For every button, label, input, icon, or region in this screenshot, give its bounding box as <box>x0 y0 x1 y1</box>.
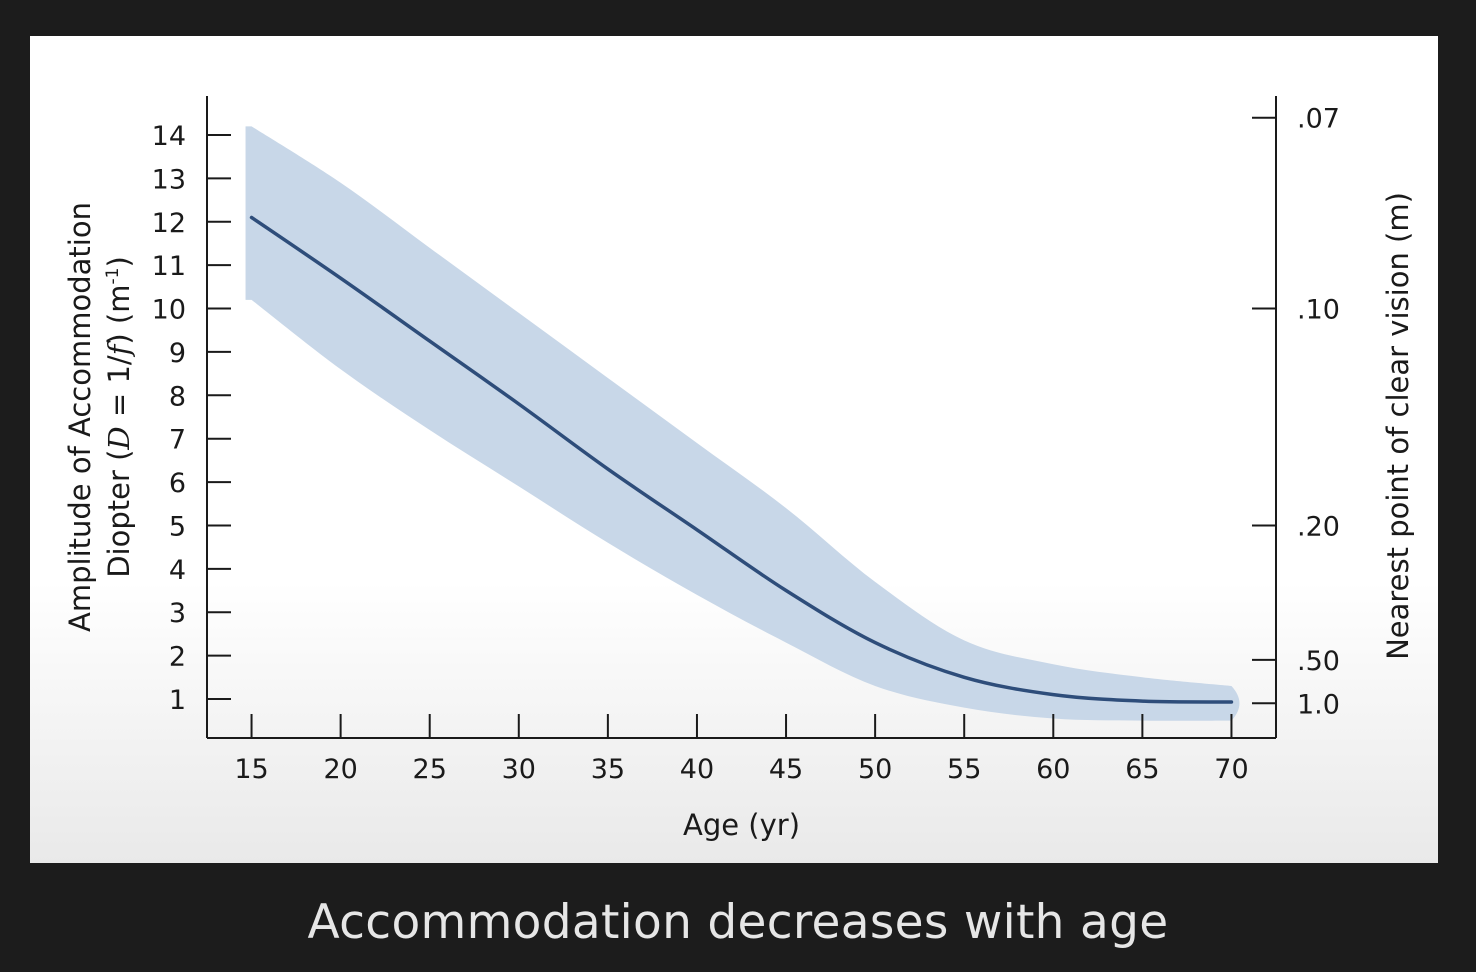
y2-tick-label: .50 <box>1297 646 1340 677</box>
figure-panel: 15 20 25 30 35 40 45 50 55 60 65 70 1 2 3 4 5 6 7 8 9 10 11 12 1… <box>30 36 1438 863</box>
caption: Accommodation decreases with age <box>307 895 1169 950</box>
x-axis-title: Age (yr) <box>683 808 800 842</box>
confidence-band <box>245 126 1240 721</box>
x-tick-label: 60 <box>1036 754 1070 785</box>
y-axis-title-part: -1 <box>103 268 123 285</box>
x-tick-label: 15 <box>234 754 268 785</box>
y-axis-title-line2: Diopter (D = 1/f) (m-1) <box>102 256 136 578</box>
y2-tick-label: .20 <box>1297 511 1340 542</box>
y-tick-label: 9 <box>169 338 186 369</box>
y-tick-label: 5 <box>169 511 186 542</box>
x-tick-label: 35 <box>591 754 625 785</box>
x-tick-label: 55 <box>947 754 981 785</box>
x-tick-label: 20 <box>323 754 357 785</box>
y2-axis-title: Nearest point of clear vision (m) <box>1381 192 1415 660</box>
y-tick-label: 6 <box>169 468 186 499</box>
y-axis-title-part: ) (m <box>102 284 136 344</box>
y-axis-title-part: Diopter ( <box>102 450 136 578</box>
y-axis-title-line1: Amplitude of Accommodation <box>63 202 97 632</box>
x-tick-label: 70 <box>1214 754 1248 785</box>
x-tick-label: 45 <box>769 754 803 785</box>
y-tick-label: 3 <box>169 598 186 629</box>
x-tick-label: 25 <box>413 754 447 785</box>
x-tick-label: 40 <box>680 754 714 785</box>
chart: 15 20 25 30 35 40 45 50 55 60 65 701234567891011121… <box>63 96 1415 842</box>
y-tick-label: 1 <box>169 685 186 716</box>
y-tick-label: 13 <box>152 164 186 195</box>
y-tick-label: 2 <box>169 642 186 673</box>
y-tick-label: 11 <box>152 251 186 282</box>
y-tick-label: 14 <box>152 121 186 152</box>
y-axis-title-part: = 1/ <box>102 355 136 426</box>
y-tick-label: 7 <box>169 425 186 456</box>
y2-tick-label: 1.0 <box>1297 689 1340 720</box>
series-line <box>249 215 1234 704</box>
y2-tick-label: .07 <box>1297 104 1340 135</box>
y-tick-label: 8 <box>169 381 186 412</box>
y2-tick-label: .10 <box>1297 295 1340 326</box>
y-tick-label: 4 <box>169 555 186 586</box>
y-tick-label: 12 <box>152 208 186 239</box>
x-tick-label: 30 <box>502 754 536 785</box>
y-axis-title-part: ) <box>102 256 136 267</box>
y-tick-label: 10 <box>152 295 186 326</box>
x-tick-label: 50 <box>858 754 892 785</box>
x-tick-label: 65 <box>1125 754 1159 785</box>
y-axis-title-part: D <box>102 426 136 450</box>
